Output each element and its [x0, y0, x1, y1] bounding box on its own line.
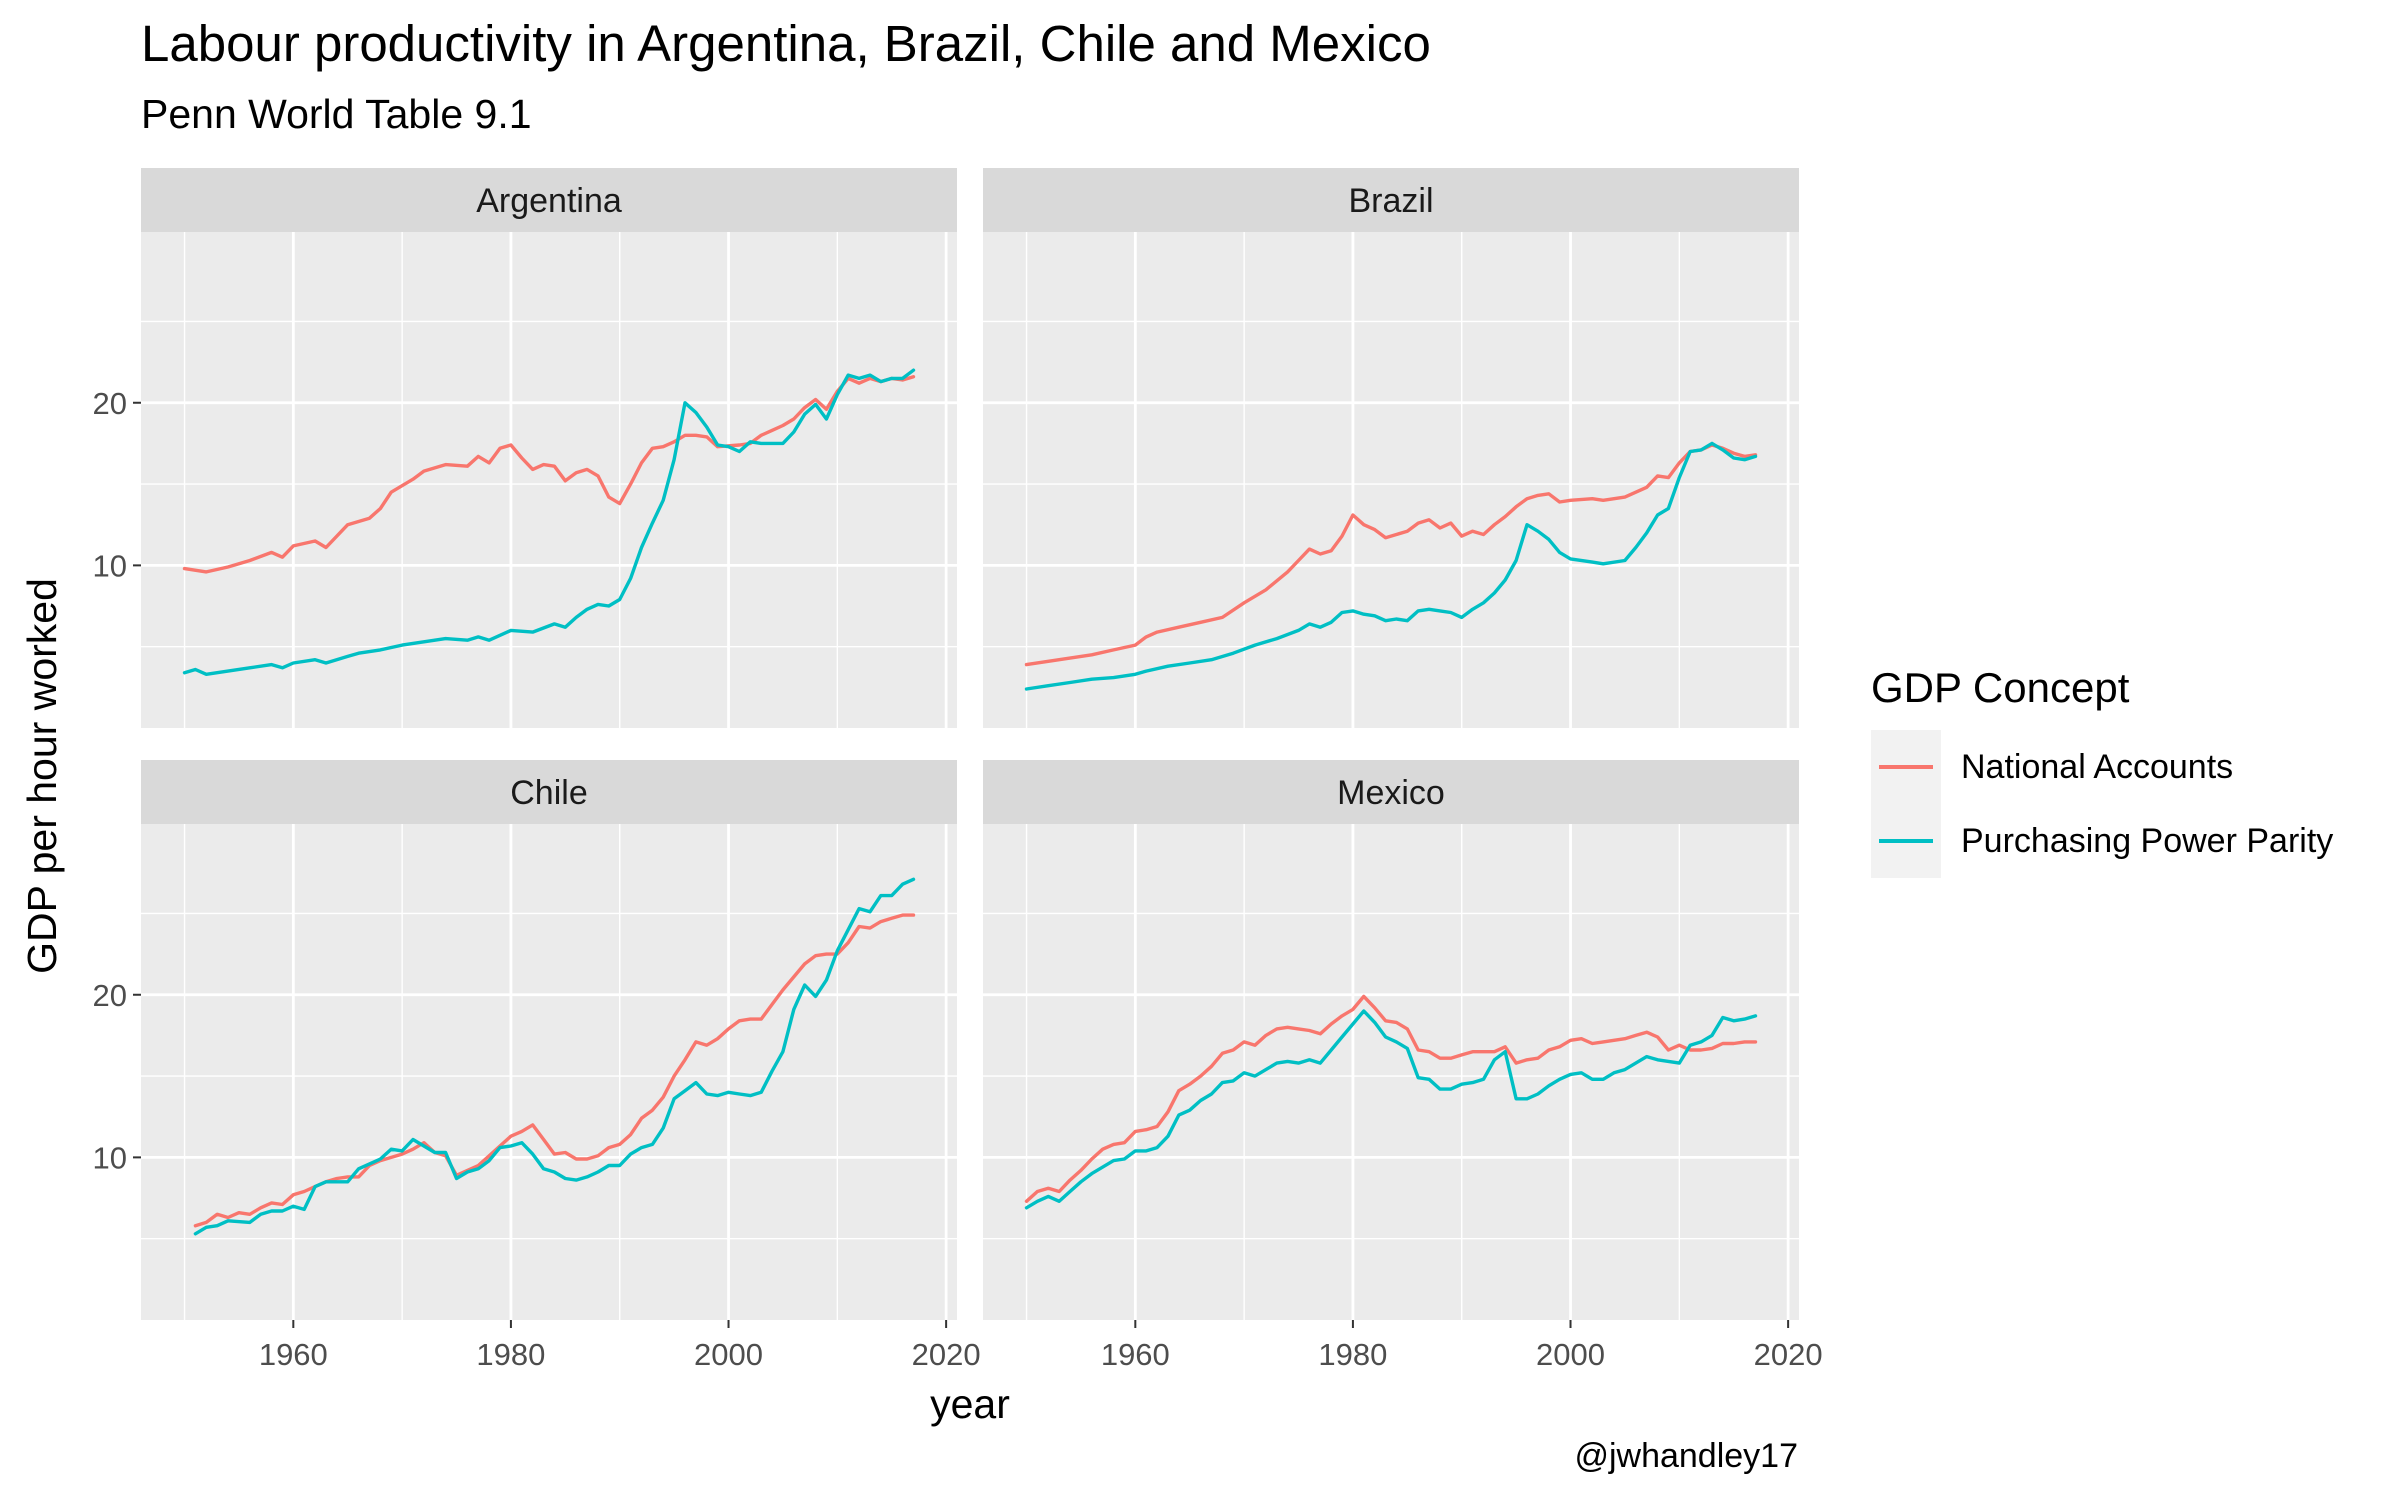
panel-background: [141, 232, 957, 728]
x-tick-label: 2020: [1754, 1337, 1823, 1372]
strip-label-argentina: Argentina: [476, 182, 622, 220]
strip-label-chile: Chile: [510, 774, 587, 812]
strip-mexico: [983, 760, 1799, 824]
strip-label-brazil: Brazil: [1348, 182, 1433, 220]
strip-brazil: [983, 168, 1799, 232]
series-line-purchasing-power-parity: [1024, 441, 1758, 691]
strip-label-mexico: Mexico: [1337, 774, 1445, 812]
legend-key-national-accounts: [1871, 730, 1941, 804]
legend: GDP Concept National Accounts Purchasing…: [1871, 660, 2400, 878]
x-tick-label: 1960: [259, 1337, 328, 1372]
x-tick-label: 2020: [912, 1337, 981, 1372]
x-tick-label: 1960: [1101, 1337, 1170, 1372]
series-line-national-accounts: [1024, 443, 1758, 667]
panel-background: [141, 824, 957, 1320]
legend-label-national-accounts: National Accounts: [1961, 748, 2234, 786]
series-line-purchasing-power-parity: [193, 877, 916, 1236]
panel-brazil: Brazil: [983, 168, 1799, 728]
panel-background: [983, 232, 1799, 728]
panel-mexico: Mexico 1960 1980 2000 2020: [983, 760, 1823, 1372]
chart-title: Labour productivity in Argentina, Brazil…: [141, 15, 1431, 72]
y-tick-label: 10: [93, 548, 127, 583]
x-tick-label: 1980: [476, 1337, 545, 1372]
legend-key-purchasing-power-parity: [1871, 804, 1941, 878]
legend-item-national-accounts: National Accounts: [1871, 730, 2400, 804]
chart-subtitle: Penn World Table 9.1: [141, 91, 532, 137]
legend-item-purchasing-power-parity: Purchasing Power Parity: [1871, 804, 2400, 878]
y-axis-title: GDP per hour worked: [19, 578, 65, 974]
series-line-national-accounts: [182, 375, 916, 574]
x-tick-label: 2000: [1536, 1337, 1605, 1372]
series-line-purchasing-power-parity: [1024, 1009, 1758, 1210]
caption: @jwhandley17: [1574, 1437, 1798, 1475]
panel-chile: Chile 10 20 1960 1980 2000 2020: [93, 760, 981, 1372]
x-tick-label: 1980: [1318, 1337, 1387, 1372]
legend-label-purchasing-power-parity: Purchasing Power Parity: [1961, 822, 2334, 860]
panel-argentina: Argentina 10 20: [93, 168, 957, 728]
y-tick-label: 10: [93, 1140, 127, 1175]
x-tick-label: 2000: [694, 1337, 763, 1372]
strip-chile: [141, 760, 957, 824]
y-tick-label: 20: [93, 386, 127, 421]
panel-background: [983, 824, 1799, 1320]
y-tick-label: 20: [93, 978, 127, 1013]
series-line-national-accounts: [1024, 994, 1758, 1203]
legend-title: GDP Concept: [1871, 664, 2130, 711]
strip-argentina: [141, 168, 957, 232]
series-line-purchasing-power-parity: [182, 368, 916, 676]
x-axis-title: year: [930, 1381, 1010, 1427]
